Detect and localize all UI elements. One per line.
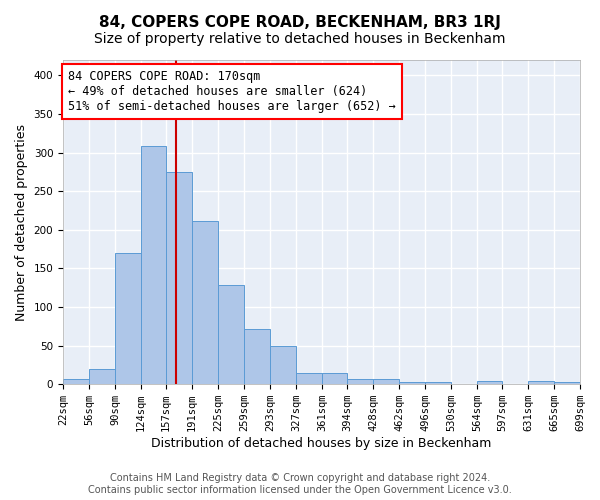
Bar [528, 381, 554, 384]
Bar [477, 381, 502, 384]
Bar [115, 253, 141, 384]
X-axis label: Distribution of detached houses by size in Beckenham: Distribution of detached houses by size … [151, 437, 492, 450]
Y-axis label: Number of detached properties: Number of detached properties [15, 124, 28, 320]
Text: 84, COPERS COPE ROAD, BECKENHAM, BR3 1RJ: 84, COPERS COPE ROAD, BECKENHAM, BR3 1RJ [99, 15, 501, 30]
Bar [296, 374, 322, 384]
Bar [244, 328, 270, 384]
Bar [218, 286, 244, 384]
Text: 84 COPERS COPE ROAD: 170sqm
← 49% of detached houses are smaller (624)
51% of se: 84 COPERS COPE ROAD: 170sqm ← 49% of det… [68, 70, 396, 112]
Text: Contains HM Land Registry data © Crown copyright and database right 2024.
Contai: Contains HM Land Registry data © Crown c… [88, 474, 512, 495]
Bar [373, 379, 399, 384]
Bar [166, 172, 192, 384]
Bar [399, 382, 425, 384]
Bar [63, 379, 89, 384]
Bar [425, 382, 451, 384]
Bar [347, 379, 373, 384]
Bar [192, 220, 218, 384]
Bar [322, 374, 347, 384]
Bar [89, 369, 115, 384]
Bar [554, 382, 580, 384]
Bar [141, 146, 166, 384]
Bar [270, 346, 296, 384]
Text: Size of property relative to detached houses in Beckenham: Size of property relative to detached ho… [94, 32, 506, 46]
